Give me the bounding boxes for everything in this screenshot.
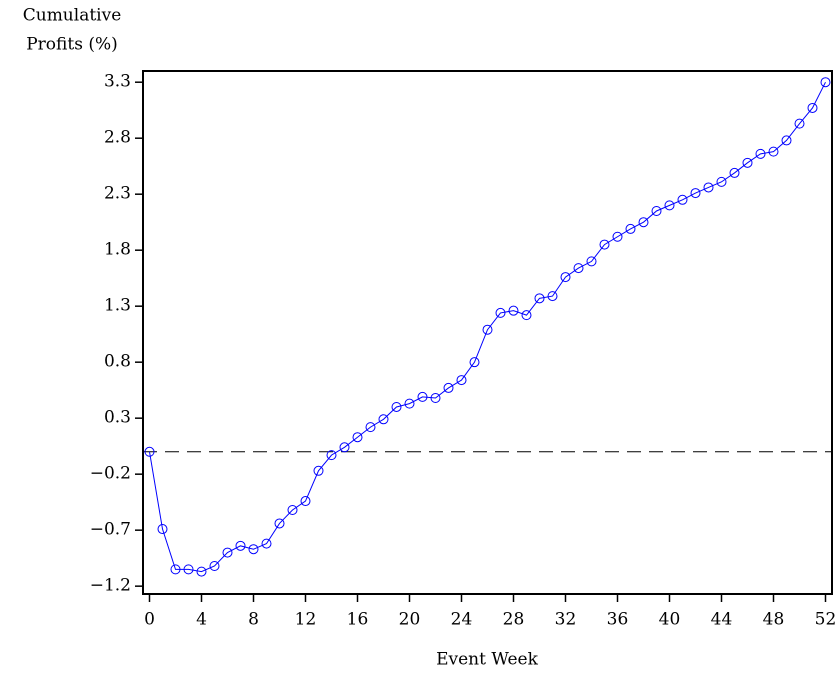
x-tick-label: 20 (399, 610, 421, 630)
marker (573, 263, 584, 274)
marker (703, 182, 714, 193)
marker (612, 231, 623, 242)
marker (508, 305, 519, 316)
marker (534, 293, 545, 304)
marker (352, 432, 363, 443)
marker (144, 446, 155, 457)
marker (482, 324, 493, 335)
x-tick-label: 8 (248, 610, 259, 630)
marker (560, 272, 571, 283)
marker (313, 465, 324, 476)
x-tick-label: 48 (763, 610, 785, 630)
x-tick-label: 32 (555, 610, 577, 630)
x-axis-label: Event Week (436, 650, 538, 670)
y-tick-label: 3.3 (104, 72, 131, 92)
marker (755, 148, 766, 159)
x-tick-label: 52 (815, 610, 837, 630)
y-tick-label: 2.8 (104, 128, 131, 148)
x-tick-label: 24 (451, 610, 473, 630)
marker (638, 217, 649, 228)
y-tick-label: 1.8 (104, 240, 131, 260)
marker (430, 393, 441, 404)
x-tick-label: 12 (295, 610, 317, 630)
marker (235, 540, 246, 551)
marker (742, 157, 753, 168)
marker (547, 291, 558, 302)
marker (300, 496, 311, 507)
marker (326, 450, 337, 461)
y-tick-label: 0.8 (104, 352, 131, 372)
marker (339, 442, 350, 453)
x-tick-label: 4 (196, 610, 207, 630)
marker (599, 239, 610, 250)
plot-frame (142, 70, 833, 595)
y-tick-label: 2.3 (104, 184, 131, 204)
marker (690, 188, 701, 199)
marker (716, 176, 727, 187)
x-tick-label: 44 (711, 610, 733, 630)
marker (157, 524, 168, 535)
marker (274, 518, 285, 529)
marker (287, 505, 298, 516)
marker (664, 200, 675, 211)
marker (196, 566, 207, 577)
marker (794, 118, 805, 129)
marker (768, 146, 779, 157)
y-tick-label: −1.2 (90, 576, 131, 596)
marker (521, 310, 532, 321)
y-tick-label: −0.2 (90, 464, 131, 484)
marker (261, 538, 272, 549)
y-tick-label: 1.3 (104, 296, 131, 316)
marker (729, 167, 740, 178)
y-tick-label: 0.3 (104, 408, 131, 428)
marker (625, 223, 636, 234)
marker (417, 391, 428, 402)
y-axis-label: Cumulative (23, 6, 122, 26)
marker (781, 135, 792, 146)
marker (222, 547, 233, 558)
marker (807, 102, 818, 113)
marker (209, 561, 220, 572)
marker (820, 77, 831, 88)
y-axis-label: Profits (%) (26, 35, 118, 55)
marker (651, 205, 662, 216)
marker (391, 401, 402, 412)
x-tick-label: 16 (347, 610, 369, 630)
marker (495, 307, 506, 318)
marker (469, 357, 480, 368)
y-tick-label: −0.7 (90, 520, 131, 540)
x-tick-label: 0 (144, 610, 155, 630)
x-tick-label: 36 (607, 610, 629, 630)
marker (248, 544, 259, 555)
marker (365, 422, 376, 433)
x-tick-label: 28 (503, 610, 525, 630)
x-tick-label: 40 (659, 610, 681, 630)
marker (586, 256, 597, 267)
marker (456, 375, 467, 386)
marker (170, 564, 181, 575)
marker (378, 414, 389, 425)
marker (677, 194, 688, 205)
marker (443, 382, 454, 393)
marker (404, 398, 415, 409)
line (149, 81, 826, 573)
marker (183, 564, 194, 575)
